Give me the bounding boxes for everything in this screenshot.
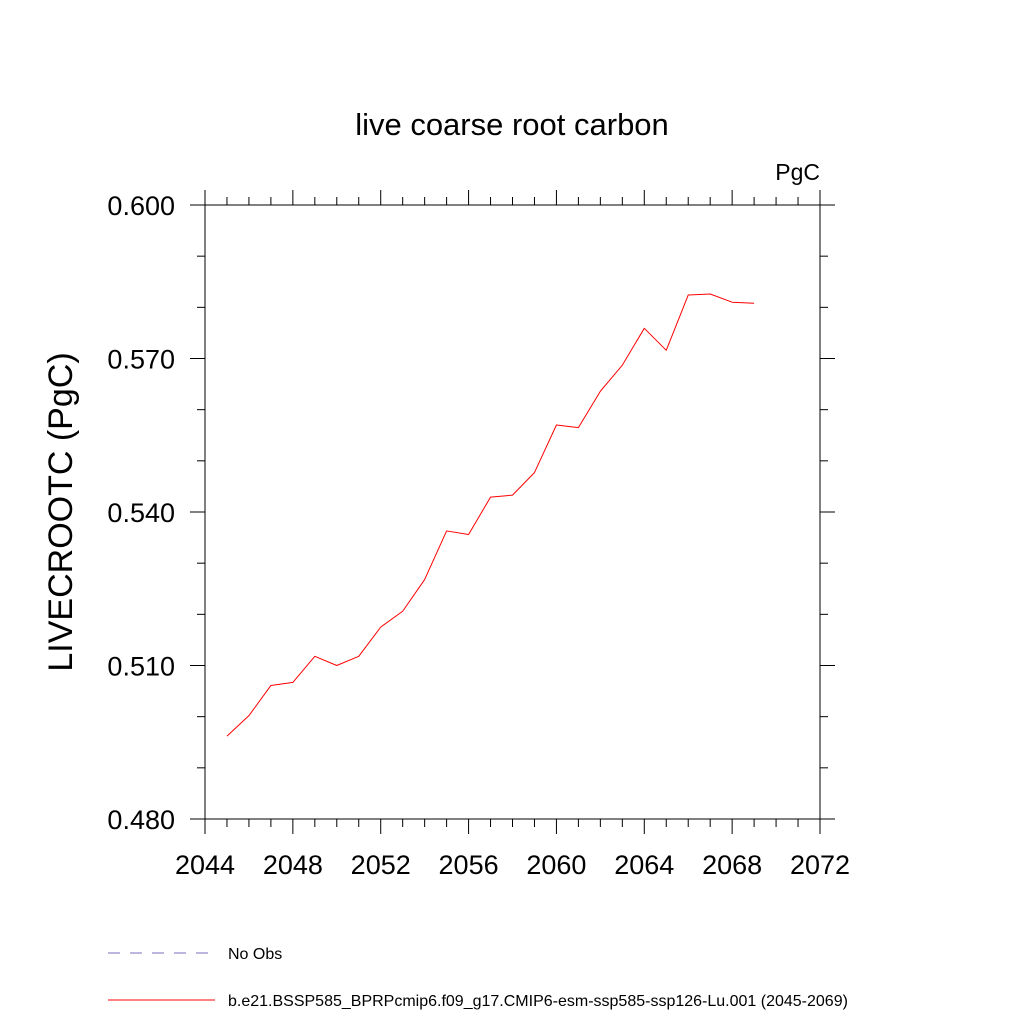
legend: No Obs b.e21.BSSP585_BPRPcmip6.f09_g17.CM… bbox=[108, 946, 848, 1010]
x-tick-label: 2064 bbox=[614, 850, 674, 880]
y-tick-label: 0.540 bbox=[107, 498, 175, 528]
y-tick-label: 0.510 bbox=[107, 652, 175, 682]
y-tick-label: 0.570 bbox=[107, 345, 175, 375]
chart-title: live coarse root carbon bbox=[355, 107, 669, 142]
legend-label-0: No Obs bbox=[228, 946, 282, 963]
x-tick-label: 2072 bbox=[790, 850, 850, 880]
x-tick-label: 2056 bbox=[439, 850, 499, 880]
series-line-1 bbox=[226, 293, 755, 737]
units-label: PgC bbox=[775, 159, 820, 185]
x-tick-label: 2068 bbox=[702, 850, 762, 880]
plot-frame bbox=[204, 204, 821, 820]
series-layer bbox=[226, 293, 755, 737]
y-tick-label: 0.600 bbox=[107, 191, 175, 221]
x-tick-labels: 2044 2048 2052 2056 2060 2064 2068 2072 bbox=[175, 850, 850, 880]
legend-label-1: b.e21.BSSP585_BPRPcmip6.f09_g17.CMIP6-es… bbox=[228, 993, 848, 1010]
ticks-layer bbox=[190, 190, 835, 834]
y-tick-labels: 0.480 0.510 0.540 0.570 0.600 bbox=[107, 191, 175, 835]
x-tick-label: 2052 bbox=[351, 850, 411, 880]
x-tick-label: 2048 bbox=[263, 850, 323, 880]
x-tick-label: 2044 bbox=[175, 850, 235, 880]
y-axis-label: LIVECROOTC (PgC) bbox=[42, 352, 80, 671]
x-tick-label: 2060 bbox=[526, 850, 586, 880]
y-tick-label: 0.480 bbox=[107, 805, 175, 835]
